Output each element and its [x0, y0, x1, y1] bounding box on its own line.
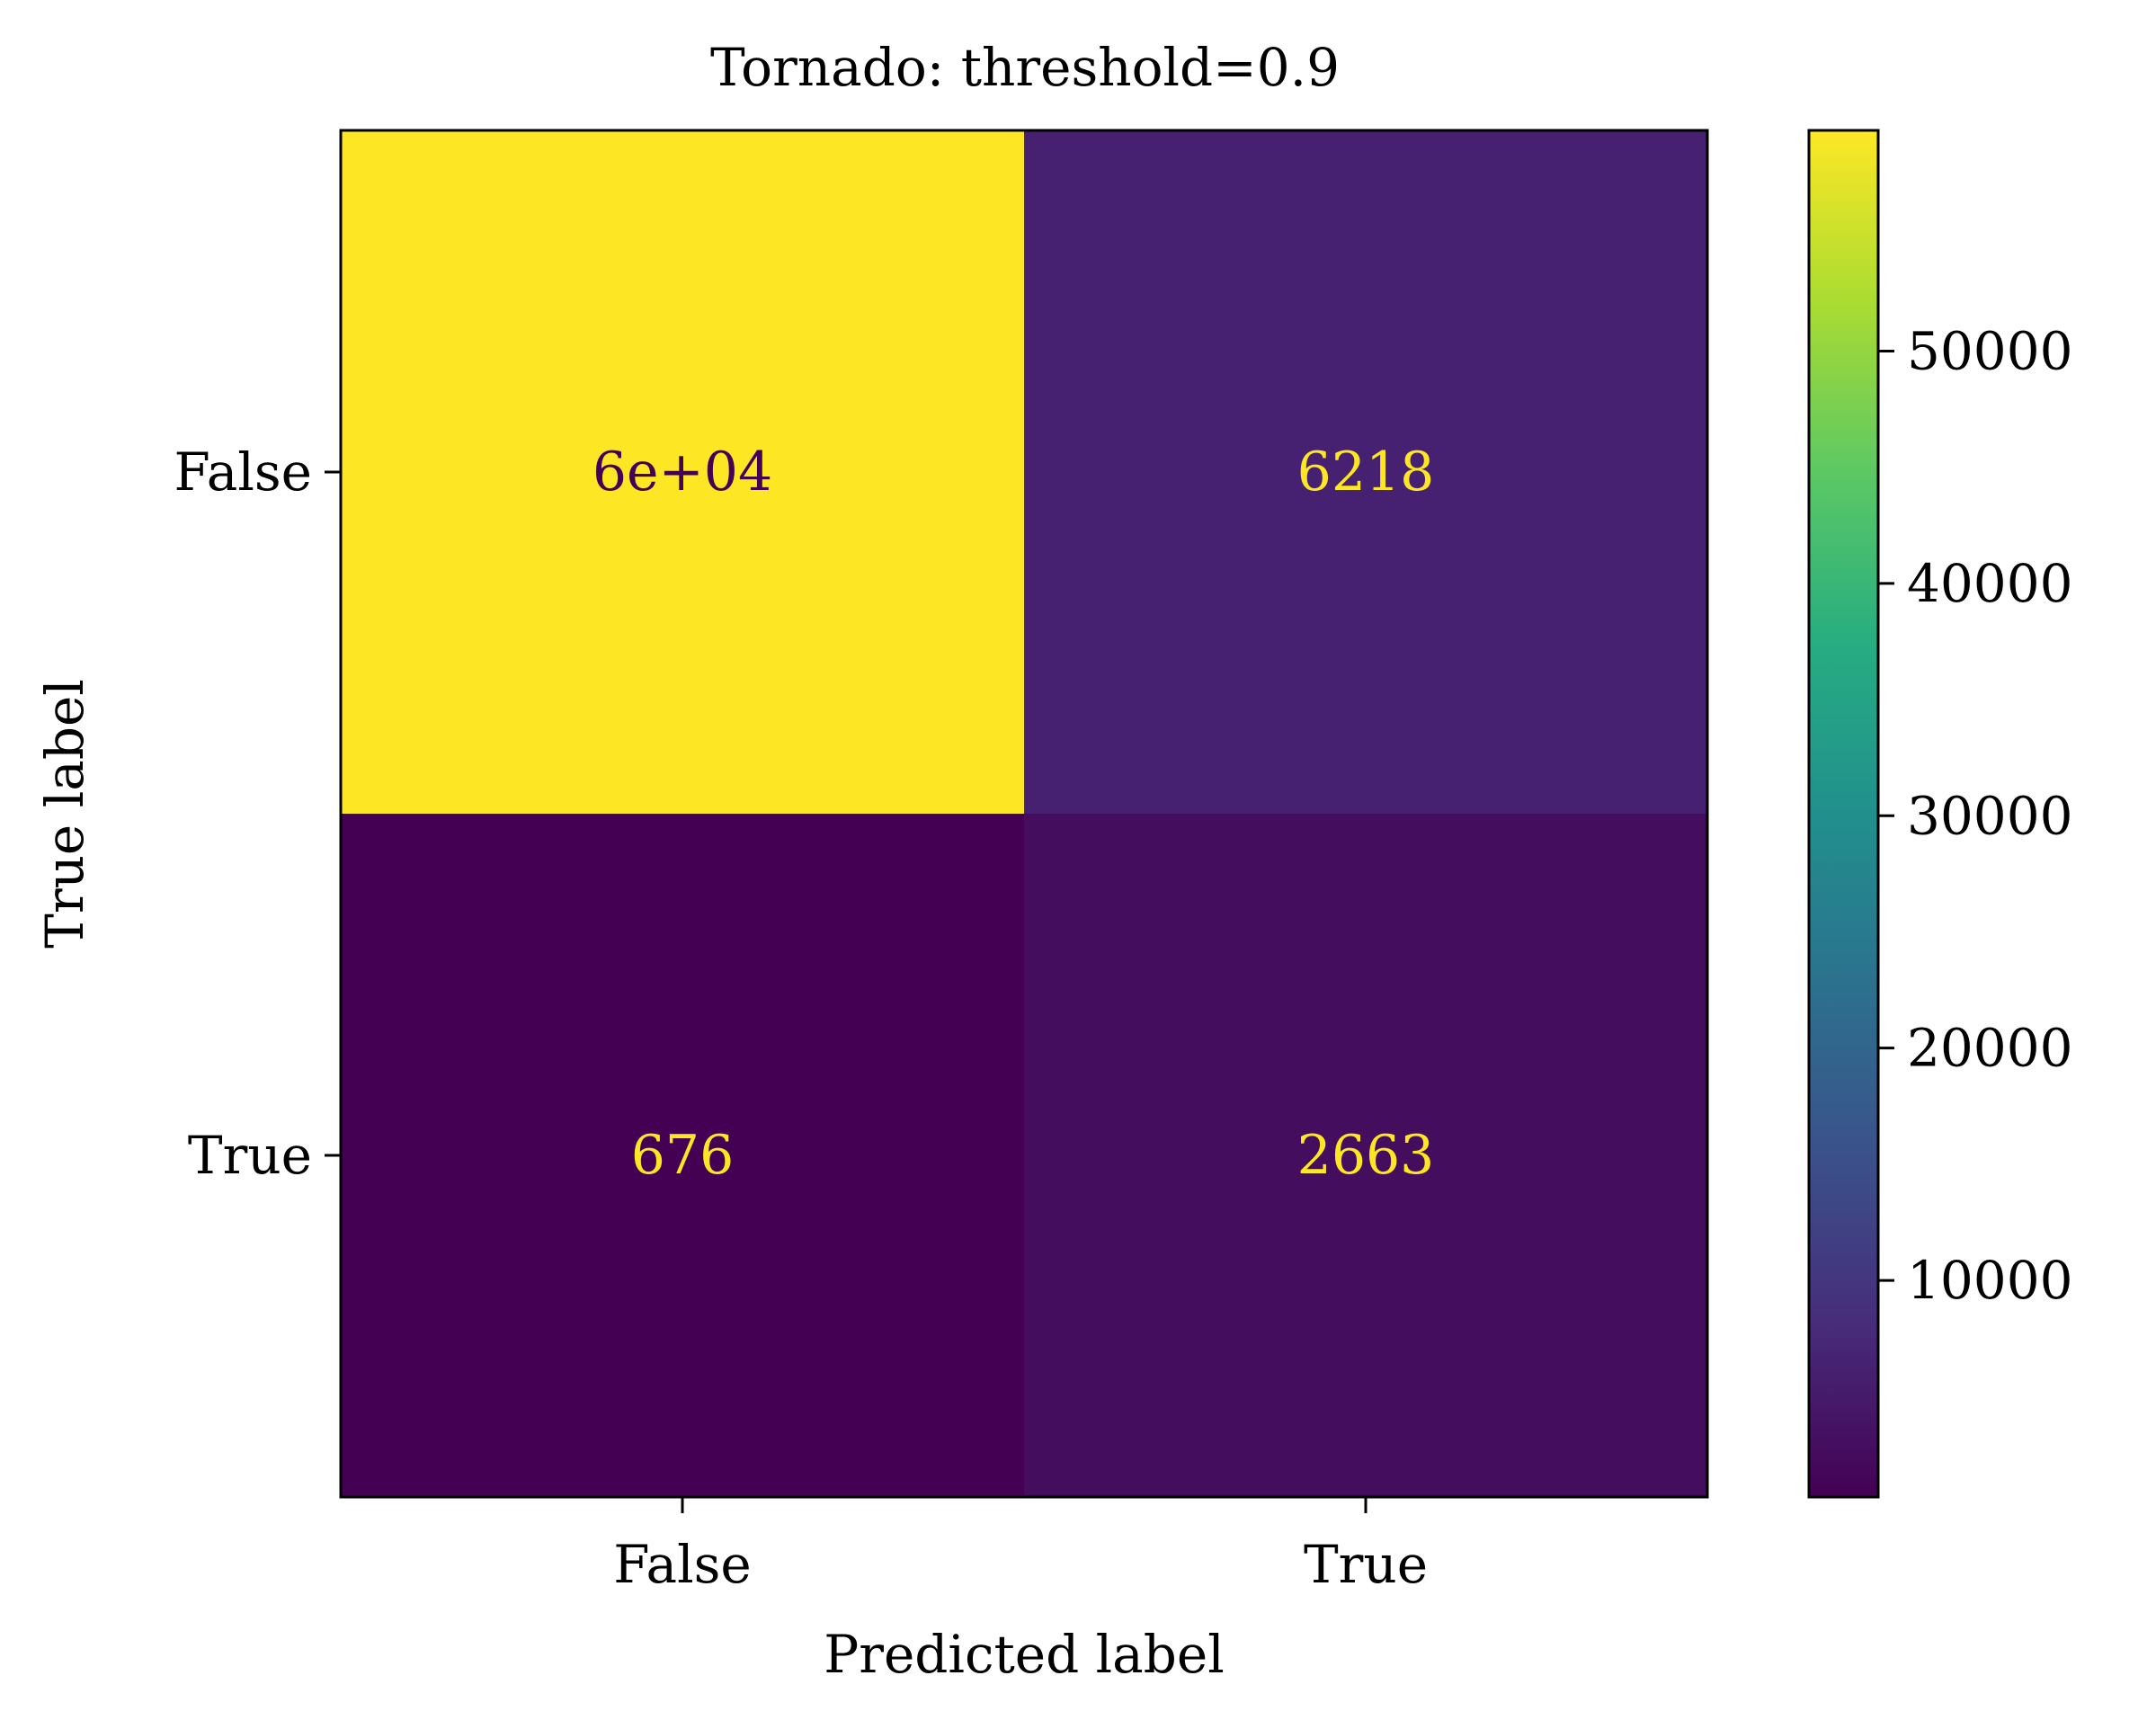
cell-label-1-0: 676 [631, 1124, 735, 1187]
heatmap-cell-0-0 [341, 130, 1025, 815]
y-axis-ticks: False True [174, 441, 341, 1186]
heatmap-cell-0-1 [1024, 130, 1708, 815]
y-axis-label: True label [34, 679, 95, 949]
heatmap-cell-1-0 [341, 814, 1025, 1498]
colorbar-tick-label-4: 50000 [1907, 320, 2073, 381]
chart-title: Tornado: threshold=0.9 [710, 37, 1340, 98]
cell-value-labels: 6e+04 6218 676 2663 [592, 441, 1435, 1187]
y-tick-label-0: False [174, 441, 312, 503]
colorbar-tick-label-1: 20000 [1907, 1018, 2073, 1079]
colorbar-ticks: 10000 20000 30000 40000 50000 [1878, 320, 2073, 1311]
x-axis-label: Predicted label [824, 1624, 1225, 1685]
colorbar-tick-label-0: 10000 [1907, 1250, 2073, 1311]
cell-label-0-1: 6218 [1297, 441, 1435, 504]
x-axis-ticks: False True [613, 1497, 1428, 1595]
x-tick-label-0: False [613, 1534, 752, 1595]
x-tick-label-1: True [1304, 1534, 1428, 1595]
heatmap-cell-1-1 [1024, 814, 1708, 1498]
colorbar-tick-label-3: 40000 [1907, 553, 2073, 614]
colorbar-tick-label-2: 30000 [1907, 785, 2073, 846]
y-tick-label-1: True [188, 1125, 312, 1186]
colorbar-gradient [1807, 129, 1880, 1499]
plot-frame [339, 129, 1709, 1499]
heatmap-cells [341, 130, 1708, 1498]
cell-label-0-0: 6e+04 [592, 441, 772, 504]
cell-label-1-1: 2663 [1297, 1124, 1435, 1187]
